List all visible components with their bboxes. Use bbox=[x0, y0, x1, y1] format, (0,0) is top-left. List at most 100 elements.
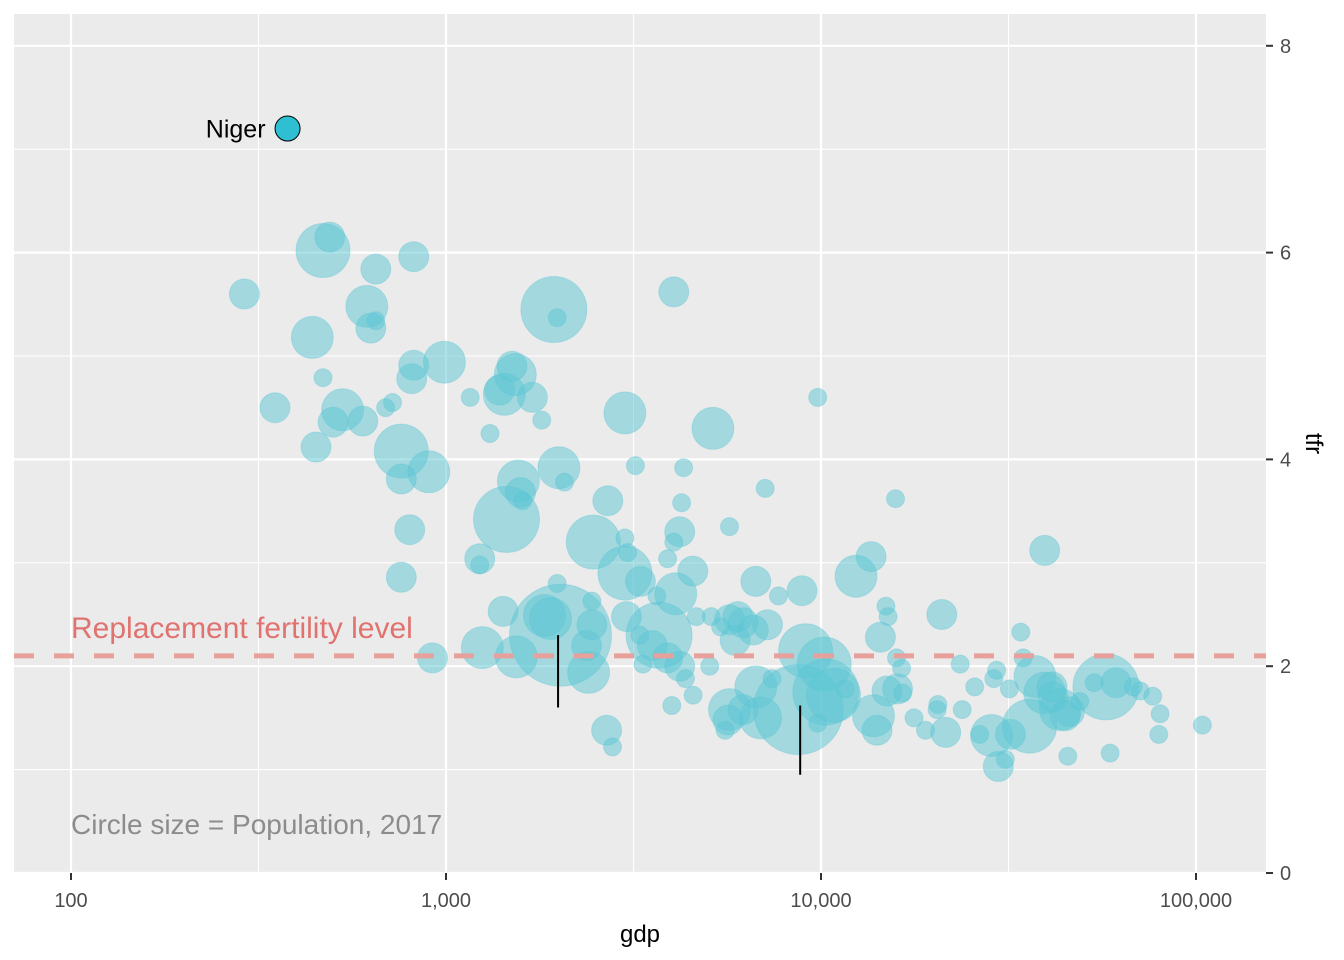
data-point bbox=[719, 624, 751, 656]
data-point bbox=[808, 713, 828, 733]
data-point bbox=[658, 549, 678, 569]
data-points bbox=[228, 221, 1212, 782]
data-point bbox=[950, 654, 970, 674]
data-point bbox=[658, 276, 690, 308]
x-tick-label: 1,000 bbox=[421, 890, 471, 912]
data-point bbox=[768, 586, 788, 606]
data-point bbox=[930, 716, 962, 748]
data-point bbox=[547, 308, 567, 328]
data-point bbox=[383, 393, 402, 412]
data-point bbox=[355, 312, 387, 344]
data-point bbox=[675, 669, 695, 689]
data-point bbox=[740, 565, 772, 597]
data-point bbox=[313, 368, 333, 388]
data-point bbox=[855, 541, 887, 573]
data-point bbox=[624, 565, 656, 597]
y-tick-label: 4 bbox=[1280, 449, 1291, 471]
data-point bbox=[835, 679, 855, 699]
highlight-label-niger: Niger bbox=[206, 116, 266, 144]
data-point bbox=[700, 656, 720, 676]
x-tick-label: 100,000 bbox=[1160, 890, 1232, 912]
data-point bbox=[582, 591, 602, 611]
data-point bbox=[1192, 715, 1212, 735]
data-point bbox=[460, 387, 480, 407]
x-tick-label: 10,000 bbox=[790, 890, 851, 912]
data-point bbox=[529, 597, 572, 641]
circle-size-note: Circle size = Population, 2017 bbox=[71, 809, 442, 840]
data-point bbox=[808, 387, 828, 407]
data-point bbox=[603, 737, 622, 757]
y-tick-label: 6 bbox=[1280, 243, 1291, 265]
data-point bbox=[1011, 622, 1031, 642]
data-point bbox=[965, 677, 985, 697]
data-point bbox=[398, 241, 430, 273]
data-point bbox=[516, 381, 548, 413]
data-point bbox=[259, 392, 291, 424]
data-point bbox=[360, 253, 392, 285]
data-point bbox=[480, 424, 500, 443]
data-point bbox=[394, 514, 426, 546]
marker-lines bbox=[557, 635, 802, 775]
data-point bbox=[926, 599, 958, 630]
plot-panel bbox=[14, 14, 1266, 873]
data-point bbox=[683, 685, 703, 705]
data-point bbox=[786, 575, 818, 607]
data-point bbox=[1029, 534, 1061, 566]
replacement-fertility-label: Replacement fertility level bbox=[71, 612, 413, 645]
data-point bbox=[407, 450, 451, 494]
x-axis-title: gdp bbox=[620, 921, 660, 948]
data-point bbox=[755, 478, 775, 498]
y-axis: 0 2 4 6 8 bbox=[1266, 36, 1291, 885]
data-point bbox=[592, 485, 624, 517]
data-point bbox=[347, 405, 379, 437]
data-point bbox=[672, 493, 692, 513]
data-point bbox=[893, 683, 913, 703]
data-point bbox=[314, 221, 346, 253]
data-point bbox=[1143, 686, 1163, 706]
data-point bbox=[317, 406, 349, 438]
data-point bbox=[473, 485, 540, 553]
data-point bbox=[720, 517, 739, 537]
data-point bbox=[952, 700, 972, 720]
data-point bbox=[691, 406, 735, 450]
data-point bbox=[752, 609, 783, 641]
data-point bbox=[662, 696, 682, 715]
data-point bbox=[460, 626, 504, 670]
data-point bbox=[633, 654, 653, 674]
minor-gridlines bbox=[14, 14, 1266, 873]
data-point bbox=[715, 720, 735, 740]
data-point bbox=[625, 456, 645, 476]
data-point bbox=[567, 650, 611, 694]
data-point bbox=[396, 363, 428, 395]
data-point bbox=[385, 561, 417, 593]
data-point bbox=[1058, 746, 1078, 766]
data-point bbox=[1149, 724, 1169, 744]
y-tick-label: 8 bbox=[1280, 36, 1291, 58]
data-point bbox=[904, 708, 924, 728]
data-point bbox=[300, 431, 332, 463]
y-tick-label: 0 bbox=[1280, 863, 1291, 885]
x-axis: 100 1,000 10,000 100,000 bbox=[54, 873, 1232, 912]
data-point bbox=[290, 315, 334, 359]
highlight-point-niger bbox=[274, 115, 301, 142]
data-point bbox=[555, 472, 574, 492]
data-point bbox=[422, 340, 466, 384]
y-tick-label: 2 bbox=[1280, 656, 1291, 678]
data-point bbox=[995, 749, 1015, 769]
data-point bbox=[927, 700, 947, 720]
data-point bbox=[674, 458, 694, 478]
x-tick-label: 100 bbox=[54, 890, 87, 912]
data-point bbox=[886, 489, 905, 509]
data-point bbox=[470, 555, 490, 575]
data-point bbox=[878, 607, 898, 627]
data-point bbox=[664, 532, 684, 552]
data-point bbox=[864, 621, 896, 653]
data-point bbox=[228, 278, 260, 310]
data-point bbox=[1100, 743, 1120, 763]
y-axis-title: tfr bbox=[1300, 433, 1327, 454]
data-point bbox=[532, 410, 552, 430]
data-point bbox=[603, 391, 647, 435]
data-point bbox=[987, 660, 1007, 680]
data-point bbox=[1150, 704, 1170, 724]
